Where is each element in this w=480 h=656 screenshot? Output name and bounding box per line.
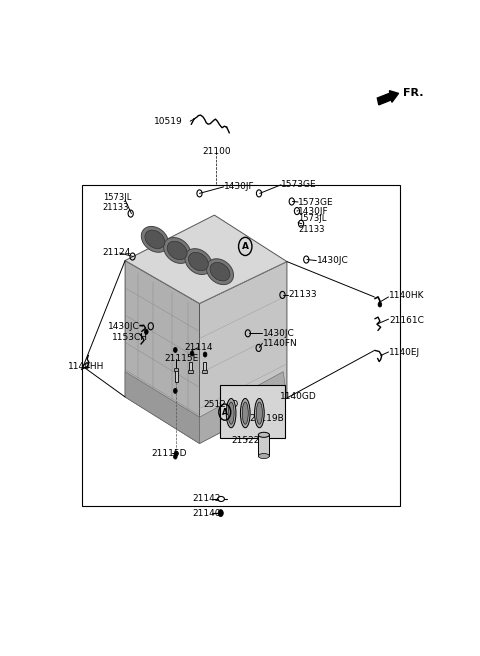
Ellipse shape xyxy=(210,262,230,281)
Polygon shape xyxy=(200,262,287,443)
Polygon shape xyxy=(125,372,200,443)
Bar xyxy=(174,367,178,371)
Polygon shape xyxy=(200,372,287,443)
Circle shape xyxy=(173,388,177,394)
Text: 1430JF: 1430JF xyxy=(298,207,329,216)
Text: 1140FN: 1140FN xyxy=(263,339,298,348)
Ellipse shape xyxy=(164,237,191,264)
Ellipse shape xyxy=(240,398,250,428)
Text: 1140EJ: 1140EJ xyxy=(389,348,420,357)
Text: 21100: 21100 xyxy=(202,148,230,157)
Text: 1140HK: 1140HK xyxy=(389,291,425,300)
Text: 1153CH: 1153CH xyxy=(112,333,148,342)
Text: 21124: 21124 xyxy=(103,249,131,258)
Circle shape xyxy=(174,451,178,456)
Circle shape xyxy=(173,454,177,459)
Text: 1573GE: 1573GE xyxy=(281,180,317,190)
Polygon shape xyxy=(125,260,200,443)
Text: 1430JC: 1430JC xyxy=(317,256,348,265)
Polygon shape xyxy=(125,215,287,304)
Ellipse shape xyxy=(145,230,165,249)
Bar xyxy=(220,385,285,438)
Text: 21115D: 21115D xyxy=(151,449,187,458)
Ellipse shape xyxy=(167,241,187,260)
Text: 1573JL
21133: 1573JL 21133 xyxy=(298,215,326,234)
Ellipse shape xyxy=(258,453,269,459)
Ellipse shape xyxy=(258,432,269,438)
Ellipse shape xyxy=(141,226,168,253)
Bar xyxy=(203,361,206,373)
Circle shape xyxy=(203,352,207,357)
Text: 1430JC: 1430JC xyxy=(108,321,139,331)
Text: 21133: 21133 xyxy=(289,291,317,299)
Bar xyxy=(258,435,269,456)
Bar xyxy=(83,185,400,506)
Bar xyxy=(175,369,178,382)
Ellipse shape xyxy=(206,258,233,285)
FancyArrow shape xyxy=(377,91,398,105)
Circle shape xyxy=(144,329,148,335)
Ellipse shape xyxy=(256,402,263,424)
Circle shape xyxy=(190,351,194,356)
Bar xyxy=(189,361,192,373)
Text: 1430JC: 1430JC xyxy=(263,329,295,338)
Text: 1140HH: 1140HH xyxy=(68,362,105,371)
Ellipse shape xyxy=(189,253,208,271)
Text: 1573JL
21133: 1573JL 21133 xyxy=(103,193,131,212)
Text: 21140: 21140 xyxy=(192,508,221,518)
Text: A: A xyxy=(222,407,228,417)
Text: 25124D: 25124D xyxy=(203,400,239,409)
Text: 21114: 21114 xyxy=(185,344,213,352)
Ellipse shape xyxy=(242,402,248,424)
Ellipse shape xyxy=(228,402,234,424)
Text: FR.: FR. xyxy=(403,88,423,98)
Bar xyxy=(202,370,206,373)
Ellipse shape xyxy=(185,249,212,274)
Text: A: A xyxy=(242,242,249,251)
Text: 21522C: 21522C xyxy=(231,436,266,445)
Circle shape xyxy=(378,302,382,307)
Text: 10519: 10519 xyxy=(154,117,183,126)
Text: 1140GD: 1140GD xyxy=(280,392,317,401)
Text: 1430JF: 1430JF xyxy=(224,182,254,192)
Text: 21142: 21142 xyxy=(192,495,220,503)
Circle shape xyxy=(218,510,223,517)
Text: 21119B: 21119B xyxy=(250,414,285,422)
Text: 21161C: 21161C xyxy=(389,316,424,325)
Bar xyxy=(188,370,193,373)
Ellipse shape xyxy=(226,398,236,428)
Circle shape xyxy=(173,348,177,352)
Text: 21115E: 21115E xyxy=(164,354,198,363)
Ellipse shape xyxy=(254,398,264,428)
Text: 1573GE: 1573GE xyxy=(298,198,334,207)
